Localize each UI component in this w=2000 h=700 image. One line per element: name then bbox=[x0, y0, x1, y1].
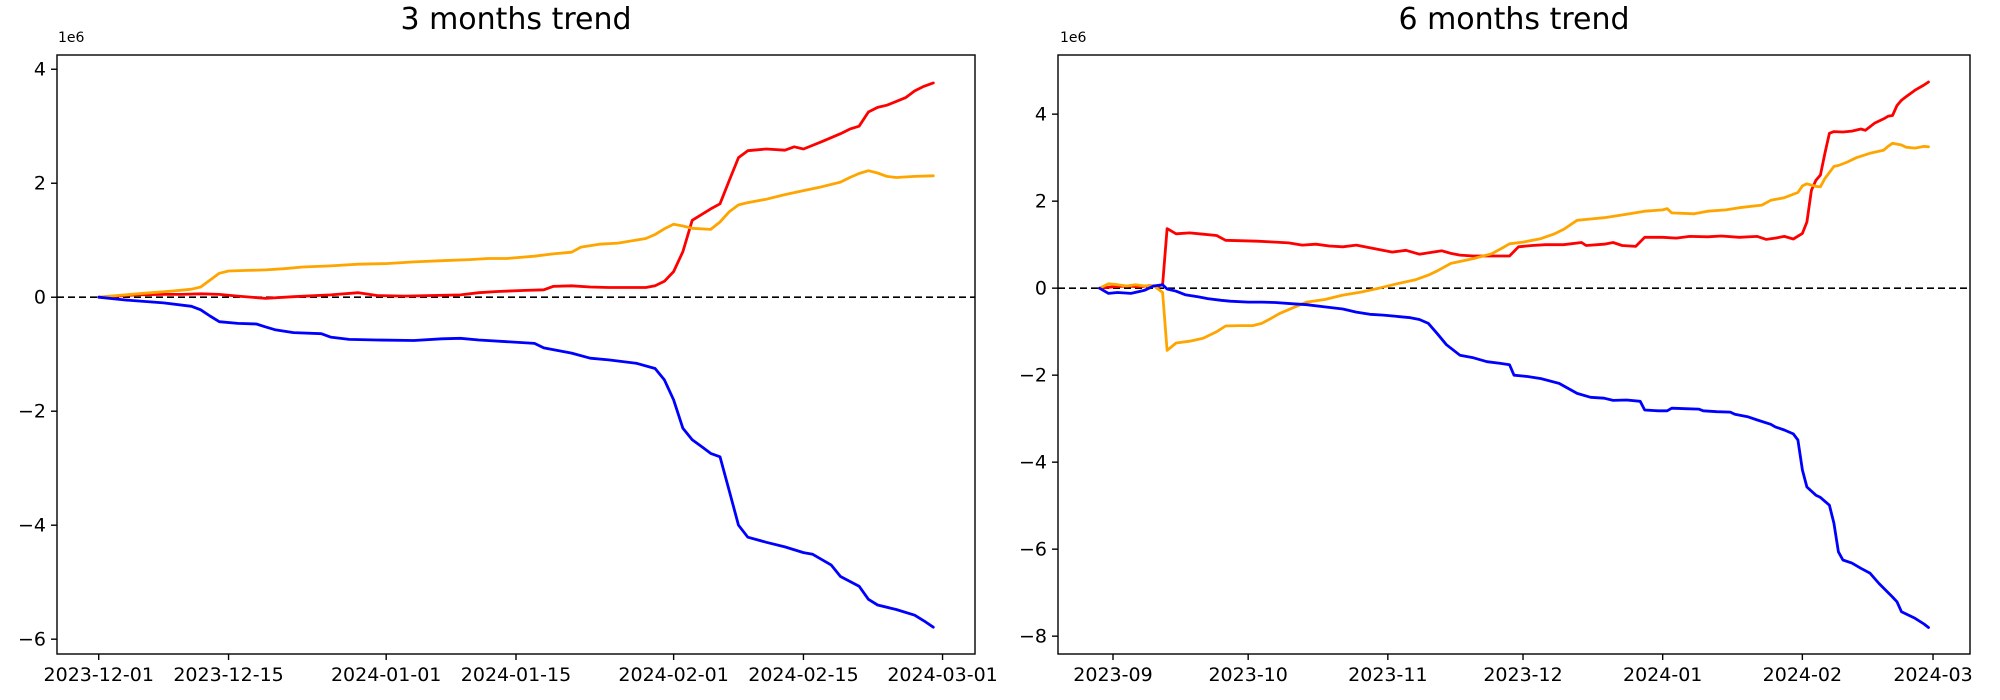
x-tick-label: 2024-02-15 bbox=[748, 664, 858, 686]
x-tick-label: 2023-12-01 bbox=[44, 664, 154, 686]
x-tick-label: 2024-02 bbox=[1763, 664, 1842, 686]
x-tick-label: 2024-03-01 bbox=[887, 664, 997, 686]
series-orange-line bbox=[1098, 141, 1930, 352]
y-tick-label: −2 bbox=[18, 401, 46, 423]
y-tick-label: 0 bbox=[1035, 278, 1047, 300]
y-tick-label: −6 bbox=[1019, 539, 1047, 561]
series-blue-line bbox=[1098, 283, 1930, 629]
y-tick-label: −4 bbox=[18, 515, 46, 537]
series-orange-line bbox=[97, 169, 935, 299]
y-tick-label: 4 bbox=[1035, 104, 1047, 126]
x-tick-label: 2024-01 bbox=[1623, 664, 1702, 686]
chart-6-months-trend: 4 2 0 −2 −4 −6 −8 2023-09 2023-10 2023-11 2023-12 2… bbox=[1019, 54, 1973, 686]
y-tick-label: 2 bbox=[1035, 191, 1047, 213]
series-red-line bbox=[97, 81, 935, 300]
plot-box bbox=[56, 54, 976, 655]
y-tick-label: −8 bbox=[1019, 626, 1047, 648]
chart-title-3-months: 3 months trend bbox=[400, 2, 632, 37]
y-tick-label: −4 bbox=[1019, 452, 1047, 474]
y-tick-label: 4 bbox=[34, 59, 46, 81]
x-tick-label: 2024-01-01 bbox=[331, 664, 441, 686]
y-axis-offset-label: 1e6 bbox=[1060, 30, 1087, 46]
x-tick-label: 2023-09 bbox=[1073, 664, 1152, 686]
x-tick-label: 2024-01-15 bbox=[461, 664, 571, 686]
x-tick-label: 2023-12 bbox=[1483, 664, 1562, 686]
y-tick-label: −2 bbox=[1019, 365, 1047, 387]
y-tick-label: 2 bbox=[34, 173, 46, 195]
chart-title-6-months: 6 months trend bbox=[1398, 2, 1630, 37]
y-axis-offset-label: 1e6 bbox=[58, 30, 85, 46]
plot-box bbox=[1057, 54, 1971, 655]
series-red-line bbox=[1098, 80, 1930, 290]
x-tick-label: 2023-10 bbox=[1208, 664, 1287, 686]
y-tick-label: −6 bbox=[18, 629, 46, 651]
x-tick-label: 2023-11 bbox=[1348, 664, 1427, 686]
x-tick-label: 2023-12-15 bbox=[173, 664, 283, 686]
chart-3-months-trend: 4 2 0 −2 −4 −6 2023-12-01 2023-12-15 2024-01-01 2… bbox=[18, 54, 998, 686]
x-tick-label: 2024-03 bbox=[1893, 664, 1972, 686]
x-tick-label: 2024-02-01 bbox=[618, 664, 728, 686]
series-blue-line bbox=[97, 295, 935, 629]
y-tick-label: 0 bbox=[34, 287, 46, 309]
